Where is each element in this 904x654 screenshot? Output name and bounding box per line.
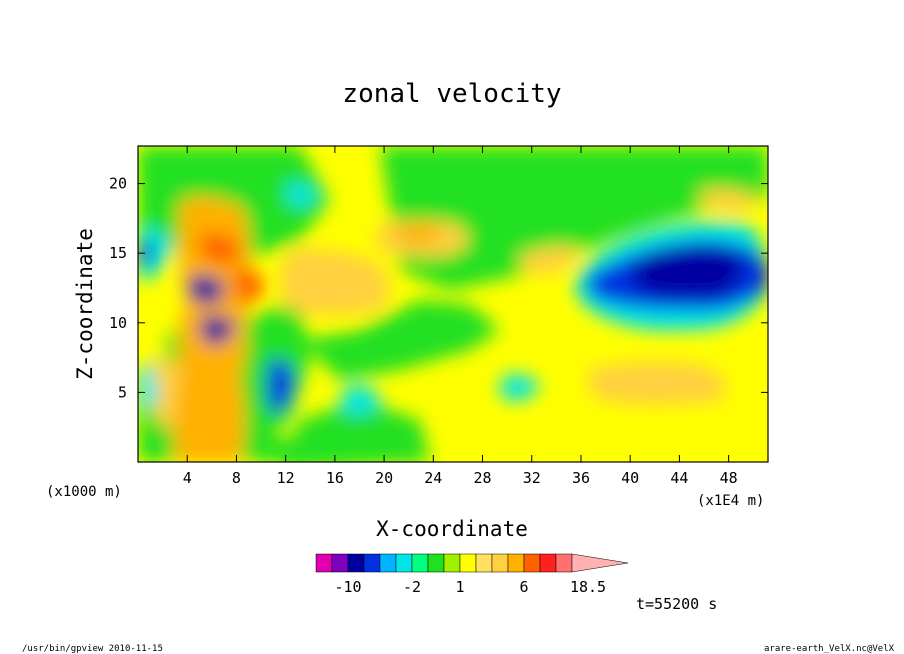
y-tick-label: 10 — [109, 314, 127, 332]
colorbar-segment — [523, 553, 541, 573]
plot-frame — [137, 145, 769, 463]
x-axis: 4 8 12 16 20 24 28 32 36 40 44 48 — [183, 146, 738, 487]
x-tick-label: 16 — [326, 469, 344, 487]
chart-title: zonal velocity — [342, 79, 561, 109]
colorbar-segment — [443, 553, 461, 573]
x-tick-label: 4 — [183, 469, 192, 487]
y-axis: 5 10 15 20 — [109, 175, 768, 401]
plot-area — [138, 146, 768, 462]
footer-left: /usr/bin/gpview 2010-11-15 — [22, 644, 163, 654]
colorbar-tick-label: 6 — [519, 578, 528, 596]
colorbar-tick-label: 1 — [455, 578, 464, 596]
x-tick-label: 36 — [572, 469, 590, 487]
x-tick-label: 12 — [277, 469, 295, 487]
colorbar-segment — [539, 553, 557, 573]
x-axis-label: X-coordinate — [376, 517, 528, 541]
y-axis-label: Z-coordinate — [73, 228, 97, 380]
colorbar-segment — [491, 553, 509, 573]
x-tick-label: 8 — [232, 469, 241, 487]
colorbar-tick-label: -2 — [403, 578, 421, 596]
y-tick-label: 5 — [118, 383, 127, 401]
x-tick-label: 28 — [474, 469, 492, 487]
x-tick-label: 20 — [375, 469, 393, 487]
colorbar-segment — [315, 553, 333, 573]
colorbar-segment — [395, 553, 413, 573]
colorbar-tick-label: 18.5 — [570, 578, 606, 596]
x-unit-label: (x1E4 m) — [697, 493, 764, 509]
time-label: t=55200 s — [636, 595, 717, 613]
x-tick-label: 48 — [720, 469, 738, 487]
colorbar: -10 -2 1 6 18.5 — [315, 553, 629, 596]
colorbar-segment — [555, 553, 573, 573]
colorbar-segment — [379, 553, 397, 573]
colorbar-segment — [411, 553, 429, 573]
x-tick-label: 24 — [424, 469, 442, 487]
colorbar-segment — [459, 553, 477, 573]
x-tick-label: 40 — [621, 469, 639, 487]
x-tick-label: 32 — [523, 469, 541, 487]
colorbar-segment — [507, 553, 525, 573]
colorbar-segment — [475, 553, 493, 573]
y-unit-label: (x1000 m) — [46, 484, 122, 500]
y-tick-label: 15 — [109, 244, 127, 262]
colorbar-segment — [427, 553, 445, 573]
colorbar-arrow — [571, 553, 629, 573]
colorbar-tick-label: -10 — [334, 578, 361, 596]
y-tick-label: 20 — [109, 175, 127, 193]
colorbar-segment — [347, 553, 365, 573]
colorbar-segment — [331, 553, 349, 573]
footer-right: arare-earth_VelX.nc@VelX — [764, 644, 895, 654]
x-tick-label: 44 — [670, 469, 688, 487]
colorbar-segment — [363, 553, 381, 573]
